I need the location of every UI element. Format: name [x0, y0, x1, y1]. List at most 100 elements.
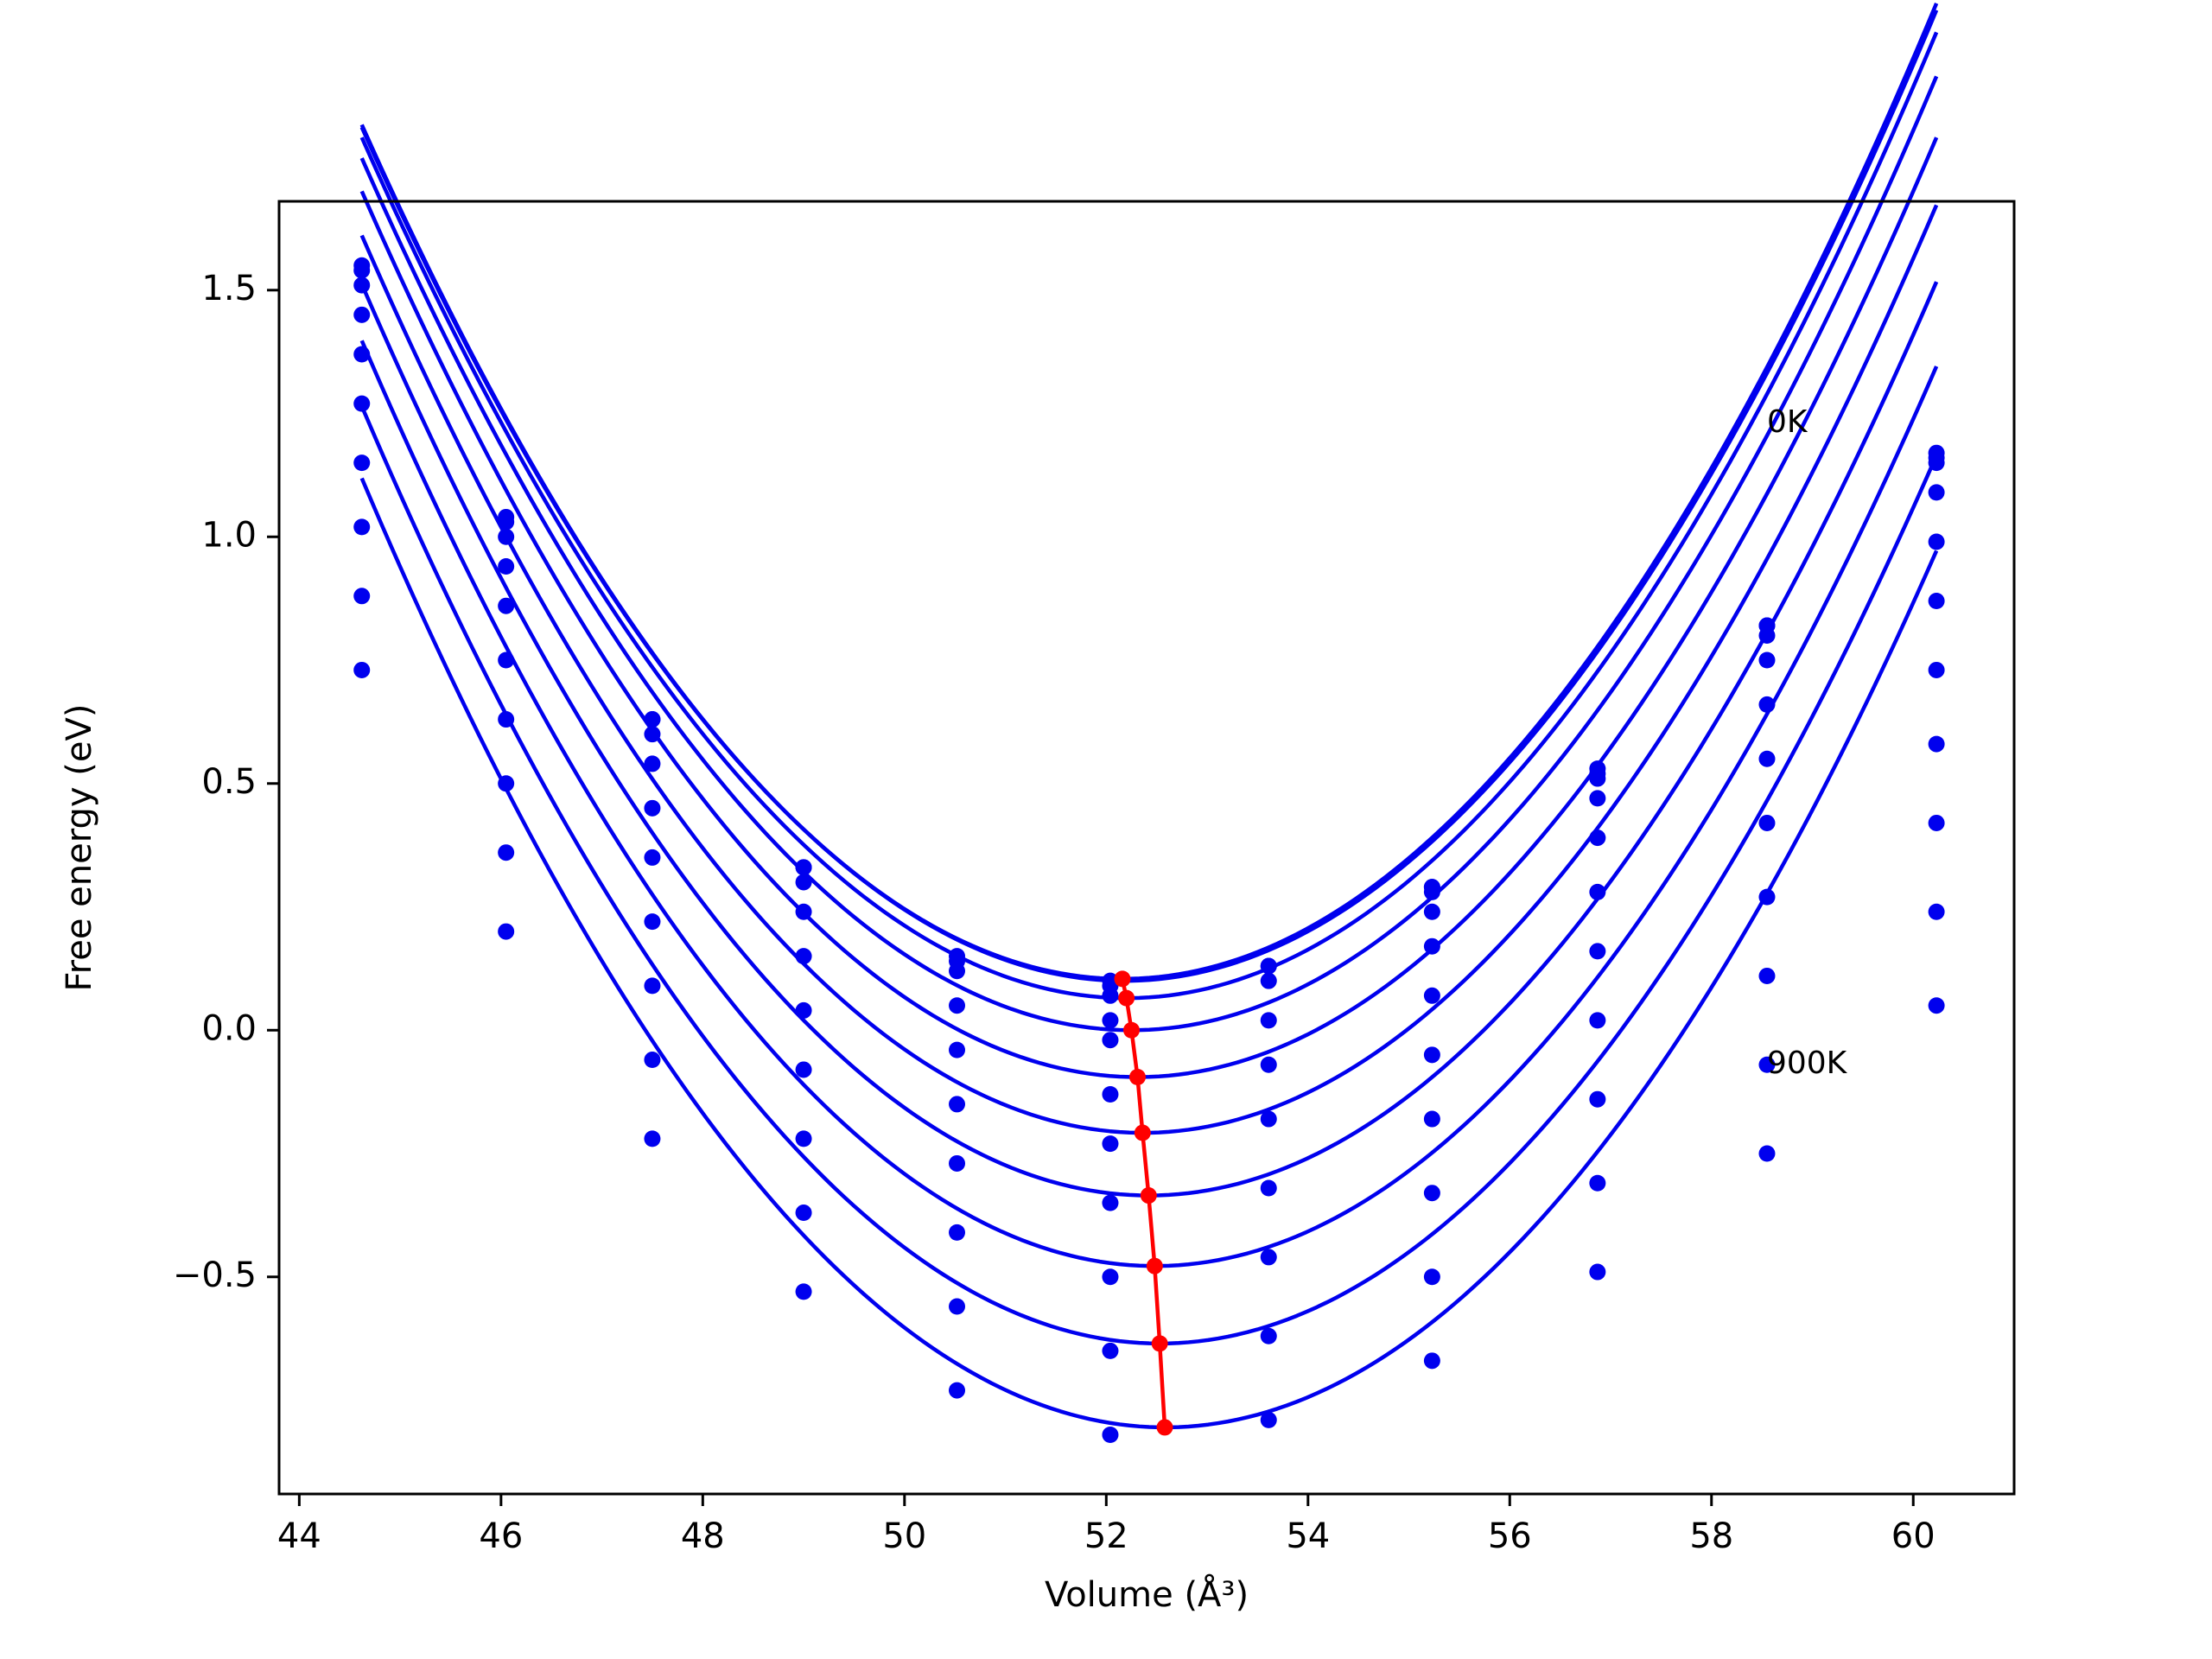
- data-point: [1423, 1110, 1440, 1128]
- data-point: [1423, 903, 1440, 920]
- fit-curve-9: [359, 477, 1939, 1430]
- data-point: [353, 262, 371, 279]
- data-point: [1423, 1046, 1440, 1064]
- y-tick-label: 0.0: [201, 1008, 257, 1048]
- x-tick-label: 54: [1286, 1516, 1330, 1556]
- data-point: [1423, 883, 1440, 900]
- data-point: [795, 1205, 812, 1222]
- data-point: [353, 346, 371, 363]
- data-point: [1758, 814, 1776, 831]
- data-point: [795, 903, 812, 920]
- x-tick-label: 60: [1891, 1516, 1936, 1556]
- data-point: [644, 755, 661, 772]
- data-point: [1423, 1268, 1440, 1286]
- data-point: [1423, 987, 1440, 1004]
- data-point: [1589, 830, 1606, 847]
- fit-curve-8: [359, 405, 1939, 1346]
- data-point: [353, 661, 371, 678]
- x-tick-label: 58: [1689, 1516, 1733, 1556]
- y-tick-label: 0.5: [201, 762, 257, 802]
- x-tick-label: 50: [882, 1516, 926, 1556]
- data-point: [1260, 1056, 1277, 1073]
- data-point: [1928, 593, 1945, 609]
- fit-curve-1: [359, 9, 1939, 983]
- data-point: [1102, 1268, 1119, 1286]
- minimum-point: [1140, 1187, 1157, 1205]
- data-point: [353, 588, 371, 605]
- data-point: [1589, 790, 1606, 807]
- data-point: [644, 799, 661, 817]
- data-point: [795, 874, 812, 891]
- temperature-label: 0K: [1767, 404, 1808, 440]
- data-point: [1260, 972, 1277, 989]
- data-point: [1102, 1194, 1119, 1211]
- data-point: [1260, 1012, 1277, 1029]
- data-point: [1928, 661, 1945, 678]
- data-point: [353, 276, 371, 294]
- minimum-point: [1146, 1257, 1163, 1274]
- minimum-point: [1151, 1335, 1168, 1352]
- data-point: [1102, 1342, 1119, 1359]
- x-tick-label: 52: [1084, 1516, 1128, 1556]
- data-point: [353, 306, 371, 323]
- plot-frame: [277, 200, 2016, 1496]
- data-point: [1589, 883, 1606, 900]
- data-point: [353, 454, 371, 472]
- data-point: [1423, 1352, 1440, 1370]
- data-point: [795, 1283, 812, 1300]
- data-point: [1928, 997, 1945, 1014]
- data-point: [1928, 484, 1945, 501]
- data-point: [1758, 652, 1776, 669]
- y-tick-label: 1.0: [201, 515, 257, 555]
- data-point: [1758, 1145, 1776, 1162]
- x-tick-label: 48: [681, 1516, 725, 1556]
- data-point: [498, 558, 515, 575]
- y-axis-title: Free energy (eV): [60, 704, 99, 992]
- data-point: [1589, 1012, 1606, 1029]
- data-point: [498, 923, 515, 940]
- data-point: [1102, 1012, 1119, 1029]
- data-point: [949, 1154, 966, 1172]
- data-point: [1589, 770, 1606, 787]
- data-point: [644, 1130, 661, 1147]
- data-point: [498, 844, 515, 861]
- data-point: [949, 997, 966, 1014]
- data-point: [644, 1052, 661, 1069]
- data-point: [949, 1096, 966, 1113]
- data-point: [498, 528, 515, 545]
- y-tick-label: −0.5: [173, 1255, 257, 1295]
- fit-curve-4: [359, 137, 1939, 1079]
- x-tick-label: 56: [1488, 1516, 1532, 1556]
- fit-curve-3: [359, 75, 1939, 1033]
- data-point: [1928, 903, 1945, 920]
- data-point: [1758, 626, 1776, 644]
- data-point: [795, 859, 812, 876]
- data-point: [1260, 1110, 1277, 1128]
- data-point: [1758, 967, 1776, 984]
- data-point: [1928, 735, 1945, 753]
- data-point: [1758, 750, 1776, 767]
- data-point: [1589, 943, 1606, 960]
- data-point: [1589, 1174, 1606, 1192]
- data-point: [1928, 814, 1945, 831]
- data-point: [795, 1001, 812, 1019]
- minimum-point: [1118, 989, 1135, 1007]
- data-point: [1928, 454, 1945, 472]
- data-point: [1102, 1426, 1119, 1443]
- y-tick-label: 1.5: [201, 269, 257, 308]
- data-point: [1589, 1090, 1606, 1108]
- data-points: [353, 257, 1945, 1443]
- data-point: [1758, 696, 1776, 713]
- x-axis-ticks: 44 46 48 50 52 54 56 58 60: [277, 1494, 1936, 1556]
- minimum-point: [1134, 1124, 1151, 1141]
- data-point: [498, 652, 515, 669]
- minimum-point: [1114, 970, 1131, 988]
- data-point: [1260, 1327, 1277, 1344]
- data-point: [644, 977, 661, 995]
- data-point: [795, 1061, 812, 1078]
- data-point: [1102, 1086, 1119, 1103]
- data-point: [644, 711, 661, 728]
- data-point: [1928, 533, 1945, 550]
